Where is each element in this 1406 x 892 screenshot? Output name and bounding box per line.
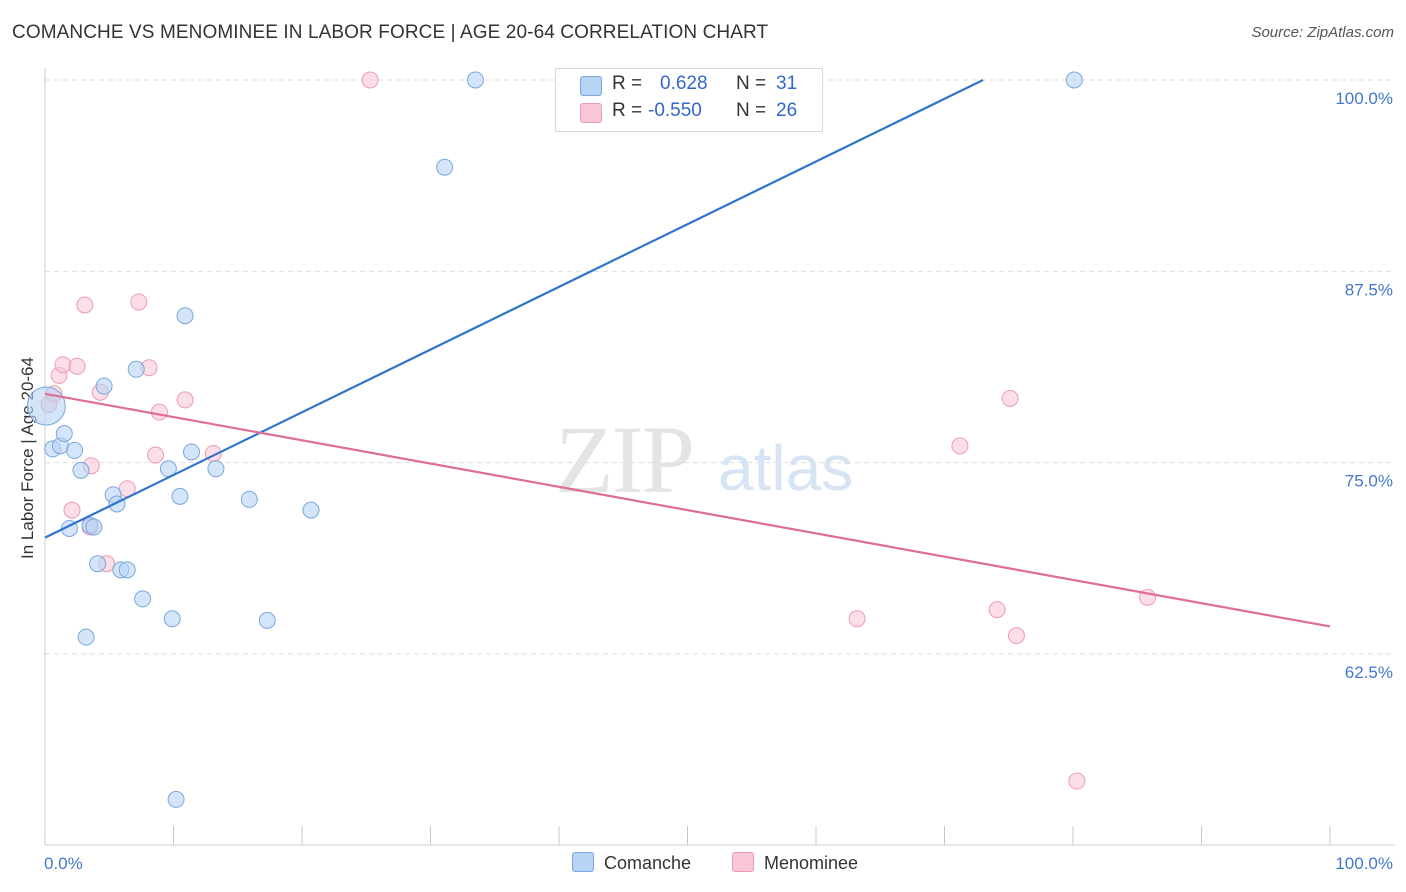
source-credit: Source: ZipAtlas.com [1251, 24, 1394, 41]
comanche-point [302, 501, 320, 519]
comanche-swatch [580, 76, 602, 96]
comanche-point [436, 158, 454, 176]
legend-label-comanche: Comanche [604, 853, 692, 873]
menominee-point [76, 296, 94, 314]
menominee-point [68, 357, 86, 375]
comanche-point [26, 386, 66, 426]
comanche-point [66, 441, 84, 459]
comanche-point [55, 425, 73, 443]
watermark-zip: ZIP [555, 406, 693, 513]
axes [44, 68, 1395, 846]
r-label: R = [612, 100, 643, 121]
menominee-point [54, 356, 72, 374]
comanche-swatch [572, 852, 594, 872]
comanche-point [176, 307, 194, 325]
comanche-point [171, 487, 189, 505]
menominee-swatch [580, 103, 602, 123]
comanche-r-value: 0.628 [660, 73, 708, 94]
menominee-point [848, 610, 866, 628]
x-tick-label: 100.0% [1335, 854, 1393, 873]
comanche-point [163, 610, 181, 628]
y-tick-label: 87.5% [1345, 280, 1393, 299]
y-tick-labels: 62.5% 75.0% 87.5% 100.0% [1335, 89, 1393, 682]
menominee-point [63, 501, 81, 519]
menominee-point [1068, 772, 1086, 790]
legend-label-menominee: Menominee [764, 853, 859, 873]
menominee-r-value: -0.550 [648, 100, 702, 121]
comanche-point [108, 495, 126, 513]
menominee-point [150, 403, 168, 421]
correlation-legend: R = 0.628 N = 31 R = -0.550 N = 26 [555, 68, 823, 132]
menominee-point [988, 601, 1006, 619]
menominee-point [1001, 389, 1019, 407]
menominee-point [361, 71, 379, 89]
y-tick-label: 62.5% [1345, 663, 1393, 682]
y-tick-label: 100.0% [1335, 89, 1393, 108]
comanche-point [89, 555, 107, 573]
gridlines [45, 79, 1395, 655]
comanche-points [26, 71, 1083, 808]
bottom-legend-comanche: Comanche [572, 852, 691, 874]
chart-title: COMANCHE VS MENOMINEE IN LABOR FORCE | A… [12, 22, 769, 43]
menominee-point [147, 446, 165, 464]
comanche-point [258, 611, 276, 629]
x-tick-labels: 0.0% 100.0% [44, 854, 1393, 873]
y-tick-label: 75.0% [1345, 472, 1393, 491]
comanche-point [466, 71, 484, 89]
n-label: N = [736, 100, 767, 121]
comanche-trend-line [44, 79, 984, 539]
comanche-point [77, 628, 95, 646]
menominee-point [130, 293, 148, 311]
r-label: R = [612, 73, 643, 94]
comanche-point [72, 461, 90, 479]
bottom-legend-menominee: Menominee [732, 852, 858, 874]
menominee-point [1007, 627, 1025, 645]
comanche-point [127, 360, 145, 378]
comanche-point [118, 561, 136, 579]
comanche-point [95, 377, 113, 395]
comanche-point [1065, 71, 1083, 89]
menominee-trend-line [44, 392, 1331, 628]
comanche-point [134, 590, 152, 608]
menominee-swatch [732, 852, 754, 872]
comanche-n-value: 31 [776, 73, 798, 94]
comanche-point [182, 443, 200, 461]
comanche-point [240, 490, 258, 508]
menominee-n-value: 26 [776, 100, 798, 121]
menominee-point [176, 391, 194, 409]
watermark-atlas: atlas [718, 432, 853, 504]
n-label: N = [736, 73, 767, 94]
menominee-point [951, 437, 969, 455]
comanche-point [207, 460, 225, 478]
x-tick-label: 0.0% [44, 854, 83, 873]
trend-lines [44, 79, 1331, 628]
comanche-point [85, 518, 103, 536]
comanche-point [167, 790, 185, 808]
